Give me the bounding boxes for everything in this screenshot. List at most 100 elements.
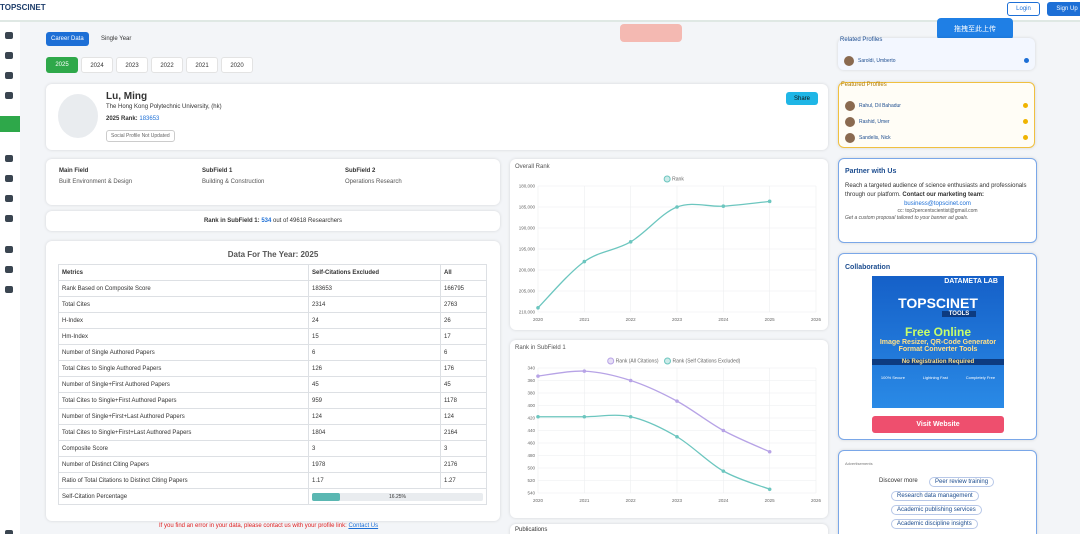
logo[interactable]: TOPSCINET xyxy=(0,3,46,12)
ad-link[interactable]: Research data management xyxy=(891,491,979,501)
year-button[interactable]: 2023 xyxy=(116,57,148,73)
data-point xyxy=(582,414,587,419)
profile-link[interactable]: Sandelis, Nick xyxy=(859,135,891,141)
data-point xyxy=(536,414,540,419)
table-cell: Composite Score xyxy=(58,440,309,457)
progress-cell: 16.25% xyxy=(308,488,487,505)
data-point xyxy=(536,306,540,310)
nav-icon[interactable] xyxy=(5,266,13,273)
nav-icon[interactable] xyxy=(5,246,13,253)
legend-swatch xyxy=(607,357,615,365)
progress-track: 16.25% xyxy=(312,492,483,501)
x-tick-label: 2021 xyxy=(579,317,590,322)
partner-text: Reach a targeted audience of science ent… xyxy=(845,182,1030,199)
share-button[interactable]: Share xyxy=(786,92,818,105)
related-card: Related Profiles Saroldi, Umberto xyxy=(838,37,1035,70)
chart-card: Overall Rank 180,000 185,000 190,000 195,000… xyxy=(510,159,828,330)
metrics-table: Metrics Self-Citations Excluded All Rank Ba… xyxy=(58,264,487,505)
ads-card: Advertisements Discover more Peer review… xyxy=(838,450,1037,534)
nav-icon[interactable] xyxy=(5,175,13,182)
ad-link[interactable]: Academic publishing services xyxy=(891,505,982,515)
ad-link[interactable]: Peer review training xyxy=(929,477,995,487)
x-tick-label: 2026 xyxy=(811,317,822,322)
profile-icon xyxy=(1023,103,1028,108)
table-row: Number of Single+First Authored Papers 45… xyxy=(58,376,487,393)
data-point xyxy=(675,434,679,439)
top-bar xyxy=(0,0,1080,22)
data-point xyxy=(767,487,772,492)
table-cell: 45 xyxy=(440,376,487,393)
nav-icon[interactable] xyxy=(5,215,13,222)
nav-icon[interactable] xyxy=(5,530,13,534)
contact-link[interactable]: Contact Us xyxy=(348,523,379,529)
partner-email[interactable]: business@topscinet.com xyxy=(904,200,971,207)
table-cell: 6 xyxy=(440,344,487,361)
profile-link[interactable]: Rahul, Dil Bahadur xyxy=(859,103,901,109)
year-button[interactable]: 2024 xyxy=(81,57,113,73)
x-tick-label: 2022 xyxy=(626,498,637,503)
tab[interactable]: Career Data xyxy=(46,32,89,46)
partner-desc: Reach a targeted audience of science ent… xyxy=(845,183,1027,198)
table-cell: H-Index xyxy=(58,312,309,329)
x-tick-label: 2020 xyxy=(533,498,544,503)
nav-icon[interactable] xyxy=(5,195,13,202)
nav-icon[interactable] xyxy=(5,72,13,79)
nav-icon[interactable] xyxy=(5,92,13,99)
table-cell: 126 xyxy=(308,360,441,377)
error-note: If you find an error in your data, pleas… xyxy=(159,523,378,529)
subfield-rank-label: Rank in SubField 1: xyxy=(203,218,260,224)
profile-icon xyxy=(1023,135,1028,140)
ad-link[interactable]: Academic discipline insights xyxy=(891,519,978,529)
nav-icon-active[interactable] xyxy=(0,116,20,132)
y-tick-label: 480 xyxy=(527,453,535,458)
profile-avatar xyxy=(845,117,855,127)
profile-link[interactable]: Rashid, Umer xyxy=(859,119,890,125)
table-header-row: Metrics Self-Citations Excluded All xyxy=(58,264,487,281)
table-row: Total Cites to Single Authored Papers 126… xyxy=(58,360,487,377)
signup-button[interactable]: Sign Up xyxy=(1047,2,1080,16)
x-tick-label: 2020 xyxy=(533,317,544,322)
legend-item: Rank xyxy=(663,175,684,183)
upload-badge[interactable]: 拖拽至此上传 xyxy=(937,18,1013,40)
collab-desc1: Image Resizer, QR-Code Generator xyxy=(879,339,997,346)
collab-brand: TOPSCINET xyxy=(898,295,978,311)
country: (hk) xyxy=(211,104,222,110)
table-cell: Self-Citation Percentage xyxy=(58,488,309,505)
table-cell: Number of Distinct Citing Papers xyxy=(58,456,309,473)
tab[interactable]: Single Year xyxy=(101,36,132,42)
year-button[interactable]: 2025 xyxy=(46,57,78,73)
nav-icon[interactable] xyxy=(5,52,13,59)
rank-value[interactable]: 183653 xyxy=(139,116,160,122)
subfield-rank-total: out of 49618 Researchers xyxy=(273,218,343,224)
y-tick-label: 185,000 xyxy=(519,205,536,210)
x-tick-label: 2026 xyxy=(811,498,822,503)
x-tick-label: 2024 xyxy=(718,317,729,322)
nav-icon[interactable] xyxy=(5,286,13,293)
series-line xyxy=(537,414,770,490)
y-tick-label: 400 xyxy=(527,403,535,408)
y-tick-label: 420 xyxy=(527,416,535,421)
collab-card: Collaboration DATAMETA LAB TOPSCINET TOO… xyxy=(838,253,1037,440)
nav-icon[interactable] xyxy=(5,155,13,162)
nav-icon[interactable] xyxy=(5,32,13,39)
year-button[interactable]: 2021 xyxy=(186,57,218,73)
year-button[interactable]: 2022 xyxy=(151,57,183,73)
x-tick-label: 2022 xyxy=(626,317,637,322)
table-cell: 17 xyxy=(440,328,487,345)
table-cell: 3 xyxy=(308,440,441,457)
ads-label: Advertisements xyxy=(845,461,873,466)
table-cell: 959 xyxy=(308,392,441,409)
progress-label: 16.25% xyxy=(389,493,406,500)
login-button[interactable]: Login xyxy=(1007,2,1040,16)
y-tick-label: 340 xyxy=(527,366,535,371)
data-point xyxy=(721,428,726,433)
collab-title: Collaboration xyxy=(845,264,891,271)
profile-link[interactable]: Saroldi, Umberto xyxy=(858,58,896,64)
table-row: Self-Citation Percentage 16.25% xyxy=(58,488,487,505)
collab-banner[interactable]: DATAMETA LAB TOPSCINET TOOLS Free Online… xyxy=(872,276,1004,408)
data-point xyxy=(675,205,679,209)
year-button[interactable]: 2020 xyxy=(221,57,253,73)
float-toolbar[interactable] xyxy=(620,24,682,42)
table-header-cell: Self-Citations Excluded xyxy=(308,264,441,281)
visit-button[interactable]: Visit Website xyxy=(872,416,1004,433)
